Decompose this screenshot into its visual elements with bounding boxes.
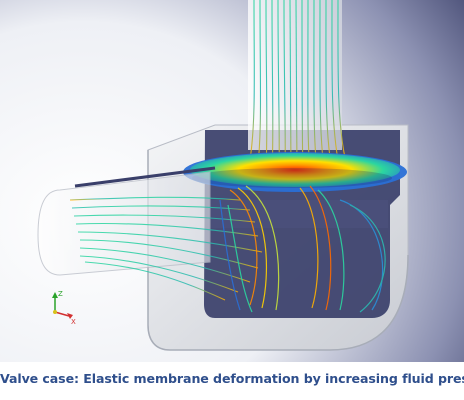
axes-triad: Z X — [52, 290, 76, 326]
elastic-membrane — [183, 152, 407, 192]
outlet-pipe — [248, 0, 346, 176]
caption-strip — [0, 362, 464, 400]
inlet-pipe — [37, 166, 263, 301]
x-axis-label: X — [71, 318, 76, 326]
y-axis-dot — [53, 310, 57, 314]
chamber-streamlines — [219, 185, 386, 313]
z-axis-label: Z — [58, 290, 63, 298]
x-axis-line — [54, 311, 70, 317]
figure-caption: Valve case: Elastic membrane deformation… — [0, 371, 464, 386]
chamber-ledge — [208, 200, 388, 228]
x-axis-arrow — [67, 313, 73, 319]
inlet-streamlines — [69, 196, 263, 301]
z-axis-arrow — [52, 292, 58, 298]
